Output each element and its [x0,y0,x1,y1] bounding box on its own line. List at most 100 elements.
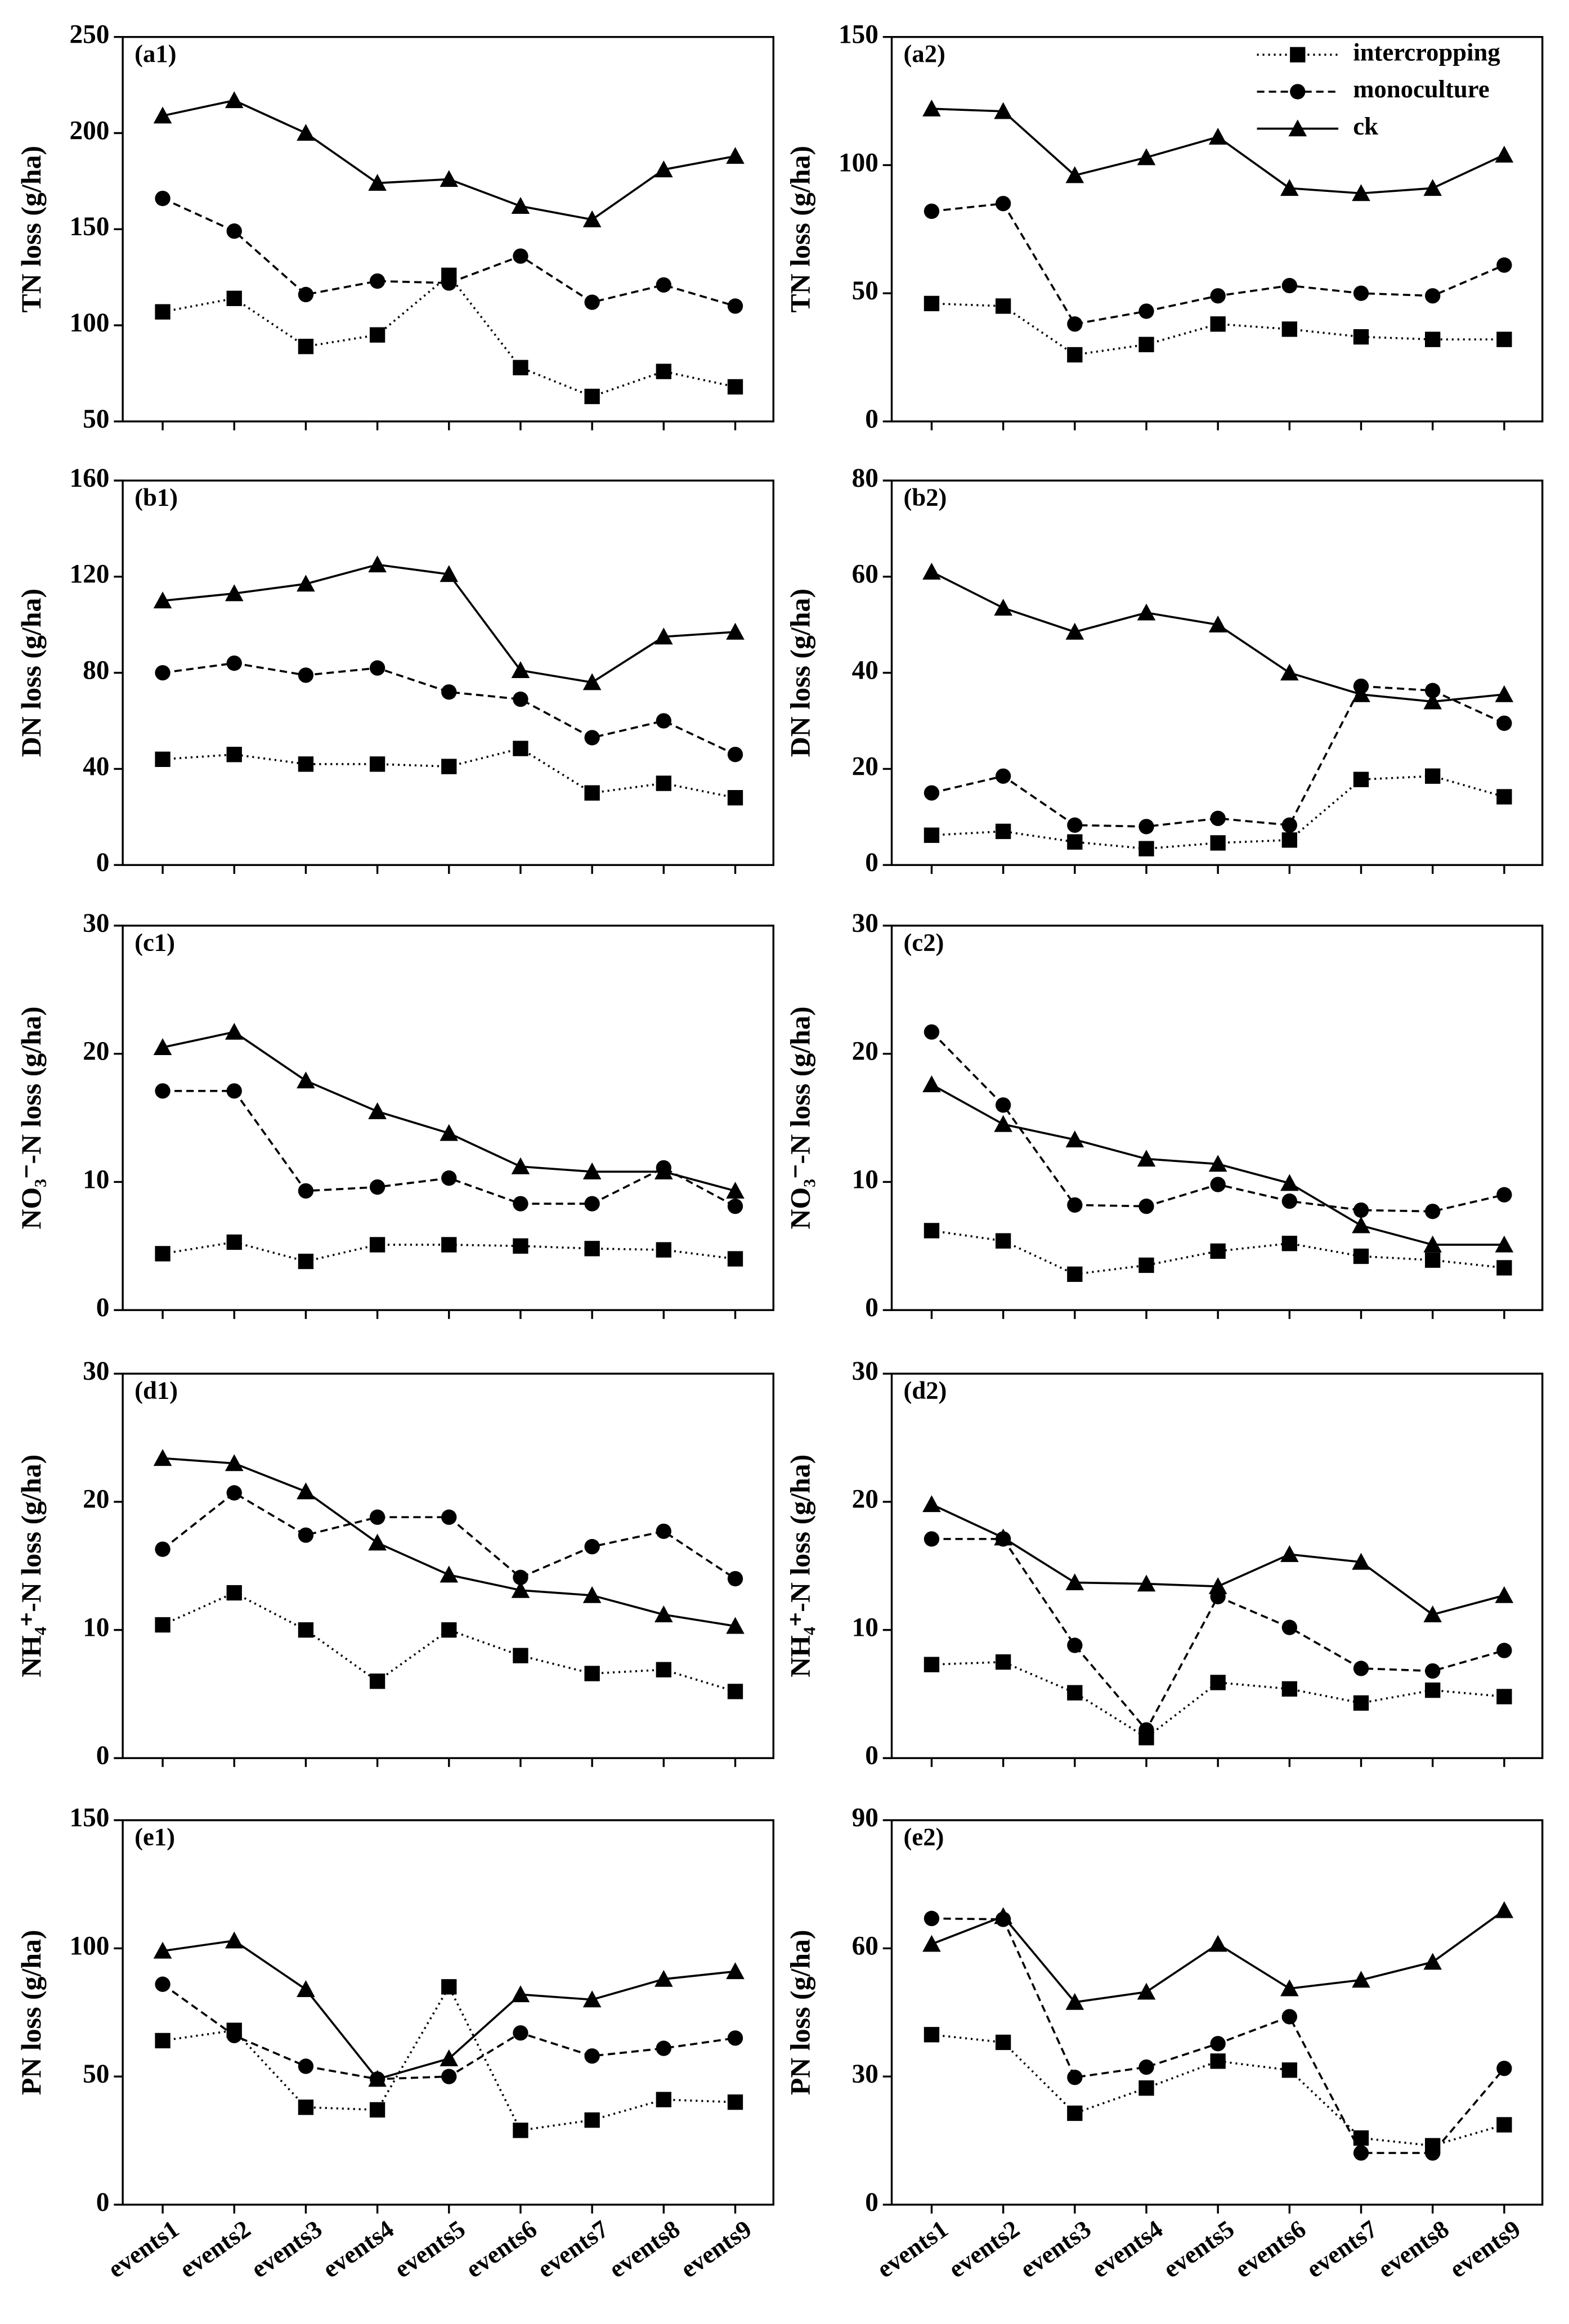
marker-circle [1210,1177,1226,1192]
plot-frame [122,1819,775,2206]
panel-label: (b1) [135,483,178,511]
marker-triangle [994,1907,1012,1924]
marker-circle [584,1196,600,1212]
marker-circle [1353,1202,1369,1218]
plot-frame [890,1819,1544,2206]
marker-square [1281,832,1298,848]
y-axis-label: TN loss (g/ha) [784,146,815,313]
marker-circle [584,730,600,746]
marker-triangle [582,673,602,690]
panel-label: (a2) [904,39,945,68]
panel-label: (e2) [904,1823,944,1851]
marker-triangle [297,1071,315,1089]
marker-triangle [655,1162,673,1179]
marker-triangle [1495,1235,1514,1253]
marker-square [1210,1675,1226,1690]
marker-circle [995,1097,1011,1113]
legend-label: ck [1353,112,1378,140]
series-line [931,107,1505,195]
marker-triangle [440,1124,459,1141]
y-tick-label: 0 [865,405,878,434]
marker-triangle [1423,1953,1442,1970]
series-line [931,1917,1505,2154]
marker-square [1496,789,1512,805]
marker-square [1067,1266,1083,1282]
marker-square [1067,347,1083,363]
marker-triangle [1352,184,1370,201]
legend-marker [1290,84,1306,100]
y-tick-label: 80 [83,656,109,685]
y-tick-label: 20 [852,1037,878,1066]
marker-triangle [1137,148,1156,165]
marker-square [1496,331,1512,347]
x-tick-label: events5 [1158,2215,1239,2283]
marker-circle [1496,1643,1512,1658]
y-tick-label: 50 [83,2060,109,2089]
marker-triangle [1280,1545,1299,1562]
marker-circle [727,2030,743,2046]
marker-square [584,1241,600,1257]
marker-circle [441,1509,457,1525]
marker-square [298,756,314,772]
marker-square [656,775,671,791]
y-tick-label: 30 [852,909,878,938]
marker-square [924,1657,940,1672]
marker-circle [298,2058,314,2074]
marker-circle [441,684,457,700]
marker-triangle [153,1941,172,1959]
marker-square [1425,1252,1441,1268]
marker-triangle [368,1533,387,1551]
marker-circle [155,1541,171,1557]
marker-square [298,1253,314,1269]
marker-circle [1425,683,1441,698]
marker-triangle [225,584,244,602]
marker-triangle [726,1617,745,1634]
marker-square [727,1684,743,1699]
marker-square [298,2099,314,2115]
marker-triangle [1065,166,1084,183]
marker-square [1210,835,1226,851]
marker-circle [727,298,743,314]
marker-circle [924,1024,940,1040]
y-tick-label: 30 [852,1357,878,1386]
marker-circle [441,2069,457,2084]
marker-square [1067,1685,1083,1701]
marker-triangle [726,622,745,640]
y-tick-label: 0 [865,1293,878,1322]
marker-circle [1353,2145,1369,2161]
marker-triangle [297,124,315,141]
marker-circle [155,1976,171,1992]
marker-circle [1138,1722,1154,1738]
marker-triangle [511,1985,530,2003]
marker-square [155,1246,171,1262]
series-line [931,685,1505,828]
marker-triangle [511,1581,530,1598]
y-tick-label: 50 [83,405,109,434]
marker-square [155,304,171,320]
y-tick-label: 150 [70,212,110,241]
marker-circle [924,785,940,801]
marker-square [441,759,457,774]
marker-triangle [511,197,530,214]
marker-triangle [994,102,1012,119]
marker-circle [1496,2061,1512,2076]
marker-circle [924,1531,940,1547]
y-tick-label: 150 [70,1803,110,1833]
marker-triangle [994,1115,1012,1132]
marker-square [924,2027,940,2043]
marker-triangle [726,1182,745,1199]
plot-frame [890,1372,1544,1760]
marker-square [727,379,743,395]
marker-triangle [1137,603,1156,621]
marker-square [226,1585,242,1601]
y-tick-label: 60 [852,560,878,589]
y-tick-label: 0 [96,2188,110,2217]
marker-triangle [1280,1174,1299,1191]
marker-triangle [368,2070,387,2087]
x-tick-label: events7 [532,2215,613,2283]
series-line [162,197,736,307]
marker-circle [155,190,171,207]
marker-triangle [922,1935,941,1952]
marker-square [155,2033,171,2049]
y-tick-label: 20 [83,1037,109,1066]
